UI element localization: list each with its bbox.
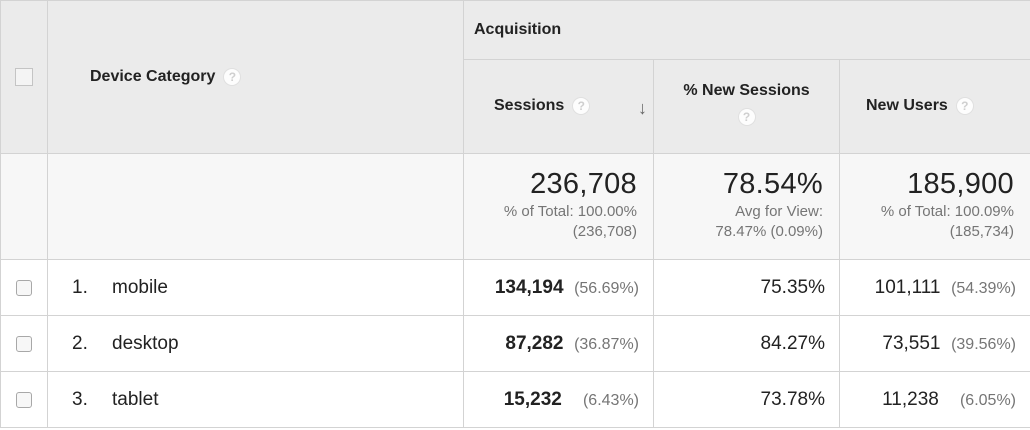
new-users-total-value: 185,900 xyxy=(907,168,1014,200)
row-checkbox[interactable] xyxy=(16,391,32,408)
sessions-total-value: 236,708 xyxy=(530,168,637,200)
new-users-total-cell: 185,900 % of Total: 100.09% (185,734) xyxy=(839,153,1030,260)
sessions-percent: (56.69%) xyxy=(574,279,639,297)
sessions-cell: 87,282 (36.87%) xyxy=(463,315,654,372)
dimension-help-icon[interactable]: ? xyxy=(223,67,242,86)
sessions-value: 15,232 xyxy=(503,388,562,410)
sessions-header-label: Sessions xyxy=(494,97,565,115)
select-all-cell xyxy=(0,0,48,154)
row-checkbox[interactable] xyxy=(16,335,32,352)
new-users-help-icon[interactable]: ? xyxy=(955,97,974,116)
sessions-total-count: (236,708) xyxy=(572,223,637,240)
row-rank: 1. xyxy=(72,276,88,298)
new-sessions-avg-label: Avg for View: xyxy=(735,203,823,220)
table-row: 3. tablet 15,232 (6.43%) 73.78% 11,238 (6… xyxy=(0,371,1030,428)
acquisition-group-header: Acquisition xyxy=(463,0,1030,60)
sessions-value: 87,282 xyxy=(505,332,564,354)
device-cell: 3. tablet xyxy=(47,371,464,428)
device-value[interactable]: desktop xyxy=(112,332,179,354)
new-users-total-count: (185,734) xyxy=(949,223,1014,240)
sort-descending-icon[interactable]: ↓ xyxy=(638,98,647,118)
device-value[interactable]: tablet xyxy=(112,388,159,410)
sessions-help-icon[interactable]: ? xyxy=(572,97,591,116)
device-cell: 1. mobile xyxy=(47,259,464,316)
new-sessions-cell: 84.27% xyxy=(653,315,840,372)
sessions-total-percent: % of Total: 100.00% xyxy=(503,203,637,220)
new-users-total-percent: % of Total: 100.09% xyxy=(880,203,1014,220)
new-users-percent: (6.05%) xyxy=(959,391,1016,409)
sessions-value: 134,194 xyxy=(494,276,564,298)
new-users-column-header[interactable]: New Users? xyxy=(839,59,1030,154)
row-checkbox-cell xyxy=(0,371,48,428)
new-sessions-header-label: % New Sessions xyxy=(683,82,810,99)
device-value[interactable]: mobile xyxy=(112,276,168,298)
new-sessions-avg-value: 78.47% (0.09%) xyxy=(715,223,823,240)
new-users-percent: (39.56%) xyxy=(951,335,1016,353)
sessions-percent: (36.87%) xyxy=(574,335,639,353)
sessions-column-header[interactable]: Sessions? ↓ xyxy=(463,59,654,154)
device-cell: 2. desktop xyxy=(47,315,464,372)
new-users-cell: 101,111 (54.39%) xyxy=(839,259,1030,316)
new-users-cell: 11,238 (6.05%) xyxy=(839,371,1030,428)
new-users-cell: 73,551 (39.56%) xyxy=(839,315,1030,372)
row-rank: 3. xyxy=(72,388,88,410)
acquisition-group-label: Acquisition xyxy=(474,21,562,38)
dimension-header-label: Device Category xyxy=(90,68,216,86)
totals-check-cell xyxy=(0,153,48,260)
sessions-cell: 15,232 (6.43%) xyxy=(463,371,654,428)
sessions-percent: (6.43%) xyxy=(582,391,639,409)
new-sessions-total-cell: 78.54% Avg for View: 78.47% (0.09%) xyxy=(653,153,840,260)
new-sessions-help-icon[interactable]: ? xyxy=(737,108,756,126)
new-sessions-value: 84.27% xyxy=(760,332,825,354)
select-all-checkbox[interactable] xyxy=(15,68,33,86)
new-sessions-cell: 73.78% xyxy=(653,371,840,428)
row-checkbox-cell xyxy=(0,259,48,316)
new-users-header-label: New Users xyxy=(866,97,948,115)
new-sessions-total-value: 78.54% xyxy=(722,168,823,200)
sessions-cell: 134,194 (56.69%) xyxy=(463,259,654,316)
table-row: 2. desktop 87,282 (36.87%) 84.27% 73,551 … xyxy=(0,315,1030,372)
row-checkbox-cell xyxy=(0,315,48,372)
new-users-percent: (54.39%) xyxy=(951,279,1016,297)
row-checkbox[interactable] xyxy=(16,279,32,296)
new-users-value: 101,111 xyxy=(874,276,941,298)
dimension-header[interactable]: Device Category? xyxy=(47,0,464,154)
new-sessions-value: 75.35% xyxy=(760,276,825,298)
new-users-value: 73,551 xyxy=(882,332,941,354)
row-rank: 2. xyxy=(72,332,88,354)
new-sessions-value: 73.78% xyxy=(760,388,825,410)
new-sessions-cell: 75.35% xyxy=(653,259,840,316)
table-row: 1. mobile 134,194 (56.69%) 75.35% 101,111… xyxy=(0,259,1030,316)
new-sessions-column-header[interactable]: % New Sessions ? xyxy=(653,59,840,154)
new-users-value: 11,238 xyxy=(882,388,939,410)
totals-label-cell xyxy=(47,153,464,260)
sessions-total-cell: 236,708 % of Total: 100.00% (236,708) xyxy=(463,153,654,260)
